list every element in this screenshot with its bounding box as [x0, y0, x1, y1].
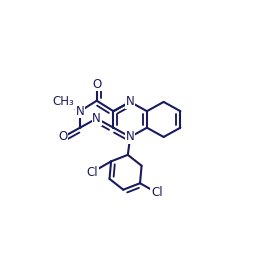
Text: O: O: [92, 78, 101, 91]
Text: Cl: Cl: [151, 186, 163, 199]
Text: N: N: [92, 112, 101, 125]
Text: N: N: [126, 95, 135, 109]
Text: N: N: [126, 131, 135, 143]
Text: CH₃: CH₃: [52, 95, 74, 109]
Text: N: N: [76, 105, 84, 118]
Text: Cl: Cl: [87, 166, 98, 179]
Text: O: O: [59, 131, 68, 143]
